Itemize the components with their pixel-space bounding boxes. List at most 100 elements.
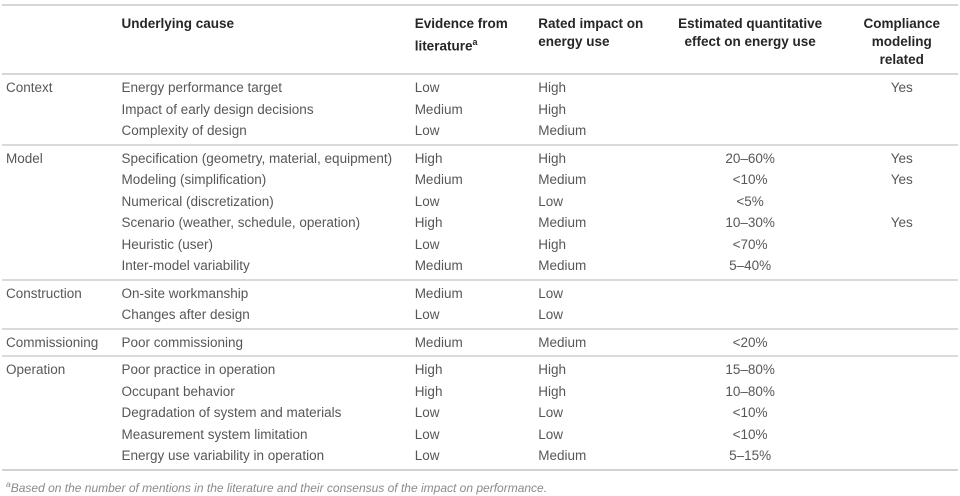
cell-category: Context xyxy=(2,73,118,99)
cell-rated-impact: Medium xyxy=(538,448,587,463)
table-row: Measurement system limitation Low Low <10% xyxy=(2,424,958,446)
column-header-label: Compliance modeling related xyxy=(863,16,941,67)
cell-evidence: Medium xyxy=(414,172,463,187)
cell-category xyxy=(2,234,117,256)
cell-quantitative-effect xyxy=(654,278,848,304)
cell-rated-impact: Medium xyxy=(538,258,587,273)
cell-quantitative-effect: <10% xyxy=(732,426,768,442)
cell-underlying-cause: On-site workmanship xyxy=(117,278,411,304)
column-header-4: Estimated quantitative effect on energy … xyxy=(654,5,848,75)
cell-evidence: Low xyxy=(414,426,440,442)
cell-rated-impact: Medium xyxy=(538,215,587,230)
table-row: Scenario (weather, schedule, operation) H… xyxy=(2,212,958,234)
cell-compliance xyxy=(848,191,959,213)
table-row: Construction On-site workmanship Medium Low xyxy=(2,278,958,304)
cell-category xyxy=(2,304,117,329)
column-header-0 xyxy=(2,5,118,75)
cell-evidence: Medium xyxy=(414,258,463,273)
cell-category: Commissioning xyxy=(2,327,118,356)
cell-compliance: Yes xyxy=(847,143,958,169)
table-header: Underlying cause Evidence from literature… xyxy=(2,5,958,75)
cell-rated-impact: High xyxy=(538,101,566,117)
cell-evidence: Low xyxy=(414,405,440,420)
table-row: Inter-model variability Medium Medium 5–40% xyxy=(2,255,958,280)
column-header-label: Rated impact on energy use xyxy=(538,16,644,49)
table-row: Degradation of system and materials Low Lo… xyxy=(2,402,958,424)
cell-rated-impact: Low xyxy=(538,193,563,209)
table-row: Commissioning Poor commissioning Medium Med… xyxy=(2,327,958,356)
cell-rated-impact: High xyxy=(538,236,566,252)
cell-category: Construction xyxy=(2,278,118,304)
cell-rated-impact: Low xyxy=(534,278,655,304)
cell-rated-impact: Medium xyxy=(538,172,587,187)
cell-rated-impact: Medium xyxy=(538,123,587,138)
column-header-label: Underlying cause xyxy=(121,16,235,31)
table-footnote: aBased on the number of mentions in the … xyxy=(2,471,958,496)
cell-quantitative-effect: <10% xyxy=(732,172,768,187)
cell-underlying-cause: Complexity of design xyxy=(121,123,247,138)
column-header-label: Evidence from literature xyxy=(414,16,508,54)
table-row: Modeling (simplification) Medium Medium <10… xyxy=(2,169,958,191)
table-row: Model Specification (geometry, material, … xyxy=(2,143,958,169)
cell-compliance xyxy=(847,327,958,356)
cell-compliance xyxy=(847,278,958,304)
cell-evidence: Low xyxy=(410,73,535,99)
cell-rated-impact: Low xyxy=(538,426,563,442)
cell-evidence: Low xyxy=(414,193,440,209)
cell-quantitative-effect xyxy=(655,99,848,121)
cell-underlying-cause: Heuristic (user) xyxy=(121,236,213,252)
table-row: Operation Poor practice in operation High H… xyxy=(2,355,958,381)
cell-category xyxy=(2,445,117,470)
cell-compliance xyxy=(848,424,959,446)
cell-evidence: Low xyxy=(414,236,440,252)
cell-evidence: Low xyxy=(414,307,440,322)
cell-compliance: Yes xyxy=(847,73,958,99)
cell-category xyxy=(2,99,117,121)
cell-category xyxy=(2,212,117,234)
cell-category xyxy=(2,402,117,424)
cell-underlying-cause: Occupant behavior xyxy=(121,383,235,399)
column-header-1: Underlying cause xyxy=(117,5,411,75)
cell-evidence: Medium xyxy=(414,101,463,117)
cell-category xyxy=(2,169,117,191)
cell-compliance xyxy=(848,99,959,121)
cell-quantitative-effect: 15–80% xyxy=(654,355,848,381)
table-row: Complexity of design Low Medium xyxy=(2,120,958,145)
cell-underlying-cause: Degradation of system and materials xyxy=(121,405,342,420)
cell-compliance: Yes xyxy=(890,172,913,187)
cell-category: Model xyxy=(2,143,118,169)
cell-quantitative-effect xyxy=(655,120,848,145)
cell-rated-impact: High xyxy=(534,355,655,381)
cell-evidence: High xyxy=(414,383,443,399)
cell-evidence: Medium xyxy=(410,327,535,356)
cell-underlying-cause: Changes after design xyxy=(121,307,250,322)
cell-rated-impact: Low xyxy=(538,307,563,322)
cell-quantitative-effect: 5–40% xyxy=(729,258,772,273)
cell-quantitative-effect: <10% xyxy=(732,405,768,420)
cell-category: Operation xyxy=(2,355,118,381)
column-header-5: Compliance modeling related xyxy=(847,5,958,75)
table-row: Numerical (discretization) Low Low <5% xyxy=(2,191,958,213)
cell-quantitative-effect: <5% xyxy=(736,193,764,209)
cell-underlying-cause: Specification (geometry, material, equip… xyxy=(117,143,411,169)
cell-compliance xyxy=(848,304,959,329)
cell-quantitative-effect: 10–80% xyxy=(725,383,775,399)
table-row: Occupant behavior High High 10–80% xyxy=(2,381,958,403)
cell-quantitative-effect: 10–30% xyxy=(725,215,775,230)
cell-evidence: High xyxy=(410,143,535,169)
cell-evidence: High xyxy=(410,355,535,381)
causes-table: Underlying cause Evidence from literature… xyxy=(2,4,958,471)
table-row: Impact of early design decisions Medium Hi… xyxy=(2,99,958,121)
cell-category xyxy=(2,424,117,446)
cell-underlying-cause: Poor commissioning xyxy=(117,327,411,356)
cell-rated-impact: High xyxy=(534,143,655,169)
cell-quantitative-effect: <20% xyxy=(654,327,848,356)
cell-rated-impact: High xyxy=(538,383,566,399)
column-header-label: Estimated quantitative effect on energy … xyxy=(678,16,823,49)
cell-category xyxy=(2,255,117,280)
column-header-2: Evidence from literaturea xyxy=(410,5,535,75)
cell-category xyxy=(2,120,117,145)
table-row: Changes after design Low Low xyxy=(2,304,958,329)
header-row: Underlying cause Evidence from literature… xyxy=(2,5,958,75)
